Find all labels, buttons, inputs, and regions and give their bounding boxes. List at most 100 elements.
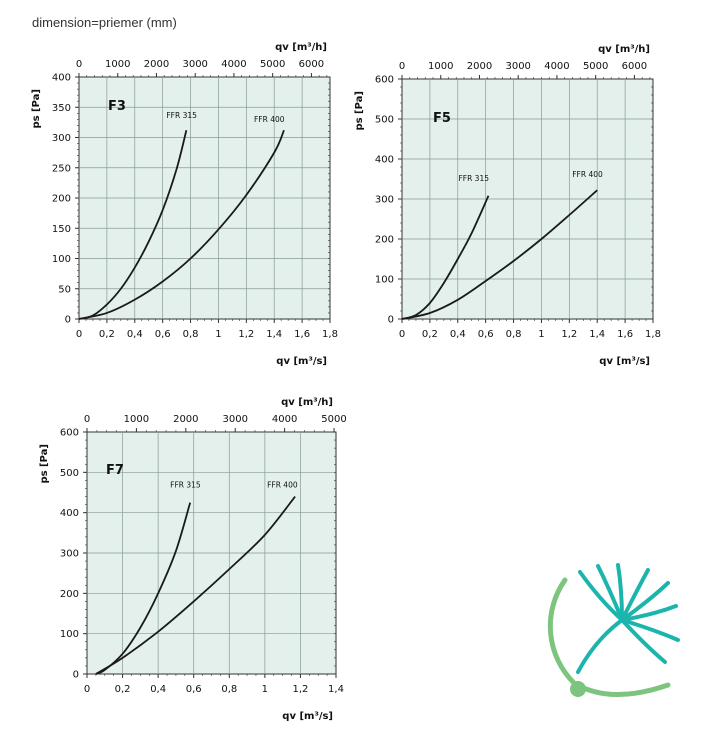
series-label: FFR 400: [267, 481, 298, 490]
y-tick-label: 400: [52, 73, 71, 84]
x-tick-label: 0,2: [422, 329, 438, 340]
x-tick-label: 1: [262, 684, 268, 695]
x-tick-label: 0,8: [221, 684, 237, 695]
logo-arc: [547, 577, 671, 698]
y-tick-label: 600: [60, 428, 79, 439]
x-tick-label: 0,6: [478, 329, 494, 340]
x-tick-label: 1,8: [645, 329, 661, 340]
x-tick-label: 1,4: [328, 684, 344, 695]
chart-f3: 0 0,2 0,4 0,6 0,8 1 1,2 1,4 1,6 1,8 0 50 100 150 200 25…: [31, 42, 338, 367]
x2-tick-label: 5000: [583, 61, 608, 72]
y-tick-label: 200: [375, 235, 394, 246]
x-axis-label: qv [m³/s]: [282, 711, 333, 722]
y-axis-label-group: ps [Pa]: [354, 91, 365, 131]
y-tick-label: 50: [58, 284, 71, 295]
x2-tick-label: 3000: [222, 414, 247, 425]
y-axis-label: ps [Pa]: [39, 444, 50, 484]
x-tick-label: 0,8: [183, 329, 199, 340]
series-line-ffr-315: [95, 502, 192, 675]
x-tick-label: 0: [399, 329, 405, 340]
y-tick-label: 300: [60, 549, 79, 560]
series-label: FFR 400: [254, 115, 285, 124]
x2-tick-label: 4000: [544, 61, 569, 72]
y-tick-label: 300: [52, 133, 71, 144]
series-label: FFR 315: [458, 174, 489, 183]
x2-tick-label: 4000: [221, 59, 246, 70]
x2-tick-label: 3000: [182, 59, 207, 70]
x-tick-label: 1,2: [238, 329, 254, 340]
logo-blade: [576, 618, 624, 674]
x-tick-label: 0,6: [186, 684, 202, 695]
y-axis-label: ps [Pa]: [31, 89, 42, 129]
x2-tick-label: 2000: [144, 59, 169, 70]
x-tick-label: 0,4: [127, 329, 143, 340]
x-tick-label: 0,8: [506, 329, 522, 340]
x2-tick-label: 5000: [321, 414, 346, 425]
x-tick-label: 1,2: [292, 684, 308, 695]
y-tick-label: 100: [52, 254, 71, 265]
y-tick-label: 100: [375, 275, 394, 286]
chart-title: F7: [106, 463, 124, 478]
x-tick-label: 1,4: [589, 329, 605, 340]
y-axis-label-group: ps [Pa]: [39, 444, 50, 484]
y-tick-label: 250: [52, 163, 71, 174]
logo-blade: [578, 570, 624, 622]
x-tick-label: 1,2: [561, 329, 577, 340]
x2-tick-label: 0: [84, 414, 90, 425]
x2-axis-label: qv [m³/h]: [281, 397, 333, 408]
x-tick-label: 1,4: [266, 329, 282, 340]
y-tick-label: 600: [375, 75, 394, 86]
chart-f5: 0 0,2 0,4 0,6 0,8 1 1,2 1,4 1,6 1,8 0 100 200 300 400 5…: [354, 44, 661, 367]
logo-blade: [620, 568, 650, 622]
y-tick-label: 0: [65, 315, 71, 326]
fan-logo: [547, 563, 680, 698]
x2-tick-label: 3000: [505, 61, 530, 72]
logo-blade: [620, 618, 667, 664]
series-line-ffr-315: [401, 195, 490, 320]
x2-tick-label: 1000: [428, 61, 453, 72]
y-tick-label: 0: [73, 670, 79, 681]
logo-blade: [620, 618, 680, 642]
x2-tick-label: 5000: [260, 59, 285, 70]
y-tick-label: 400: [60, 508, 79, 519]
x-tick-label: 0,2: [115, 684, 131, 695]
logo-blade: [620, 581, 670, 622]
x-tick-label: 1,6: [617, 329, 633, 340]
x2-tick-label: 2000: [467, 61, 492, 72]
x-axis-label: qv [m³/s]: [276, 356, 327, 367]
series-label: FFR 400: [572, 170, 603, 179]
x2-tick-label: 0: [399, 61, 405, 72]
y-tick-label: 150: [52, 224, 71, 235]
x2-tick-label: 6000: [622, 61, 647, 72]
series-label: FFR 315: [166, 111, 197, 120]
chart-title: F5: [433, 111, 451, 126]
x2-axis-label: qv [m³/h]: [598, 44, 650, 55]
chart-f7: 0 0,2 0,4 0,6 0,8 1 1,2 1,4 0 100 200 300 400 500 600 0…: [39, 397, 347, 722]
y-axis-label: ps [Pa]: [354, 91, 365, 131]
x-tick-label: 0,2: [99, 329, 115, 340]
y-tick-label: 300: [375, 195, 394, 206]
x2-tick-label: 1000: [124, 414, 149, 425]
y-tick-label: 400: [375, 155, 394, 166]
y-tick-label: 200: [60, 589, 79, 600]
series-line-ffr-400: [78, 129, 285, 320]
series-line-ffr-400: [95, 495, 296, 675]
x-tick-label: 1: [538, 329, 544, 340]
logo-blade: [616, 563, 624, 622]
logo-dot: [570, 681, 586, 697]
x-tick-label: 0: [84, 684, 90, 695]
caption: dimension=priemer (mm): [32, 15, 177, 30]
x-tick-label: 0: [76, 329, 82, 340]
x2-tick-label: 0: [76, 59, 82, 70]
x-tick-label: 1,6: [294, 329, 310, 340]
chart-title: F3: [108, 99, 126, 114]
y-tick-label: 100: [60, 629, 79, 640]
y-tick-label: 500: [375, 115, 394, 126]
y-tick-label: 350: [52, 103, 71, 114]
y-axis-label-group: ps [Pa]: [31, 89, 42, 129]
x2-tick-label: 2000: [173, 414, 198, 425]
x-axis-label: qv [m³/s]: [599, 356, 650, 367]
x-tick-label: 0,4: [150, 684, 166, 695]
x-tick-label: 1: [215, 329, 221, 340]
